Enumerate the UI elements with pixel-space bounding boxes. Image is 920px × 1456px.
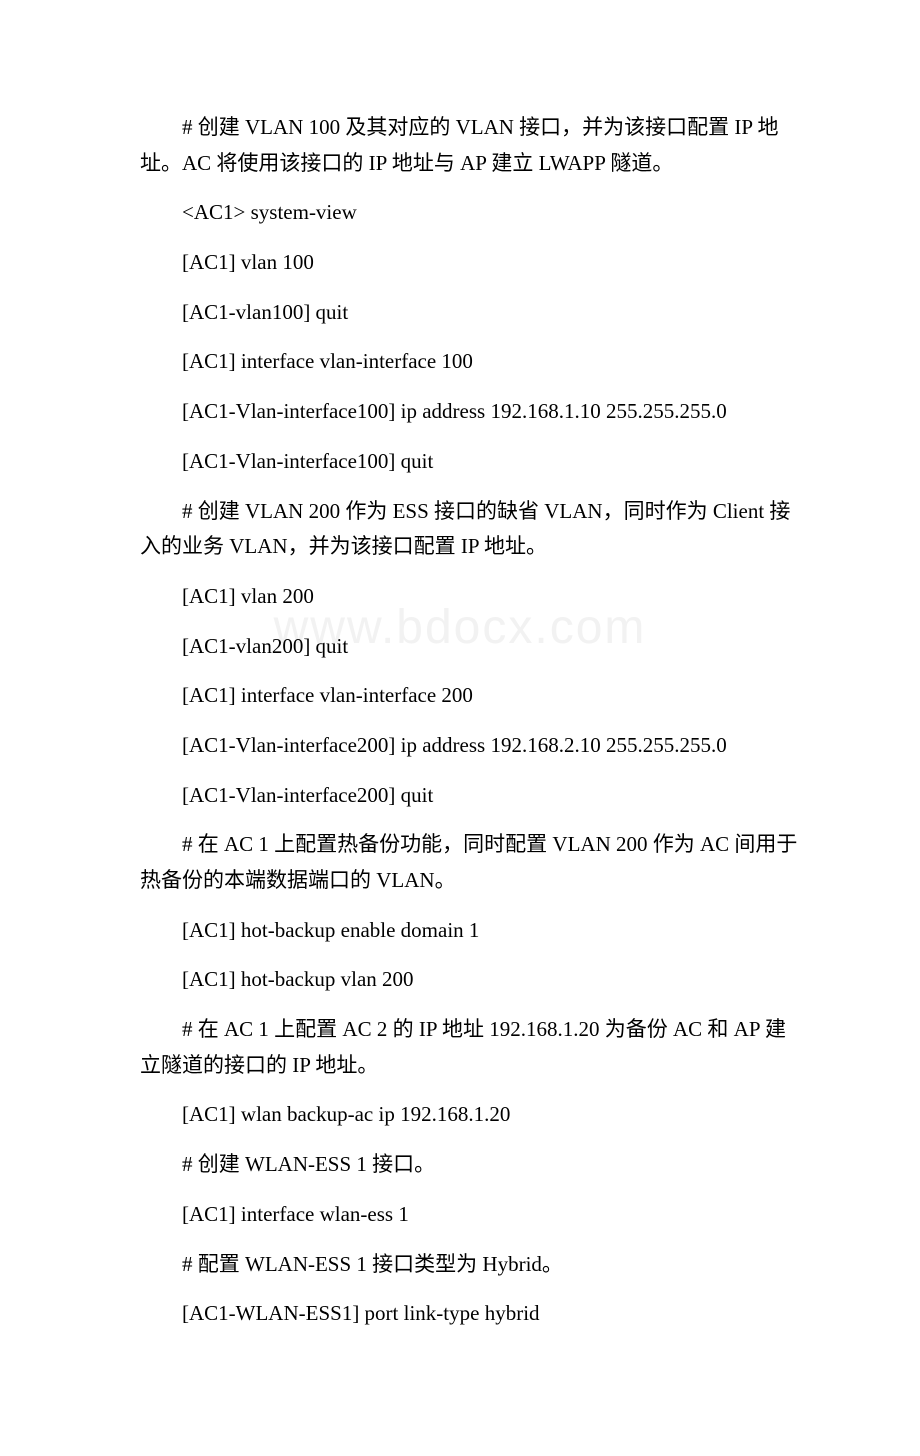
paragraph: [AC1] interface vlan-interface 200 bbox=[140, 678, 800, 714]
paragraph: # 创建 WLAN-ESS 1 接口。 bbox=[140, 1147, 800, 1183]
paragraph: [AC1] hot-backup vlan 200 bbox=[140, 962, 800, 998]
paragraph: [AC1] hot-backup enable domain 1 bbox=[140, 913, 800, 949]
paragraph: # 创建 VLAN 200 作为 ESS 接口的缺省 VLAN，同时作为 Cli… bbox=[140, 494, 800, 565]
paragraph: [AC1-Vlan-interface100] ip address 192.1… bbox=[140, 394, 800, 430]
paragraph: # 在 AC 1 上配置 AC 2 的 IP 地址 192.168.1.20 为… bbox=[140, 1012, 800, 1083]
paragraph: # 创建 VLAN 100 及其对应的 VLAN 接口，并为该接口配置 IP 地… bbox=[140, 110, 800, 181]
paragraph: [AC1] vlan 200 bbox=[140, 579, 800, 615]
paragraph: [AC1] interface vlan-interface 100 bbox=[140, 344, 800, 380]
paragraph: [AC1] wlan backup-ac ip 192.168.1.20 bbox=[140, 1097, 800, 1133]
paragraph: <AC1> system-view bbox=[140, 195, 800, 231]
paragraph: [AC1] interface wlan-ess 1 bbox=[140, 1197, 800, 1233]
paragraph: # 配置 WLAN-ESS 1 接口类型为 Hybrid。 bbox=[140, 1247, 800, 1283]
paragraph: [AC1-Vlan-interface200] quit bbox=[140, 778, 800, 814]
paragraph: [AC1-Vlan-interface100] quit bbox=[140, 444, 800, 480]
document-page: # 创建 VLAN 100 及其对应的 VLAN 接口，并为该接口配置 IP 地… bbox=[0, 0, 920, 1456]
paragraph: [AC1-vlan100] quit bbox=[140, 295, 800, 331]
paragraph: [AC1] vlan 100 bbox=[140, 245, 800, 281]
paragraph: # 在 AC 1 上配置热备份功能，同时配置 VLAN 200 作为 AC 间用… bbox=[140, 827, 800, 898]
paragraph: [AC1-Vlan-interface200] ip address 192.1… bbox=[140, 728, 800, 764]
paragraph: [AC1-vlan200] quit bbox=[140, 629, 800, 665]
